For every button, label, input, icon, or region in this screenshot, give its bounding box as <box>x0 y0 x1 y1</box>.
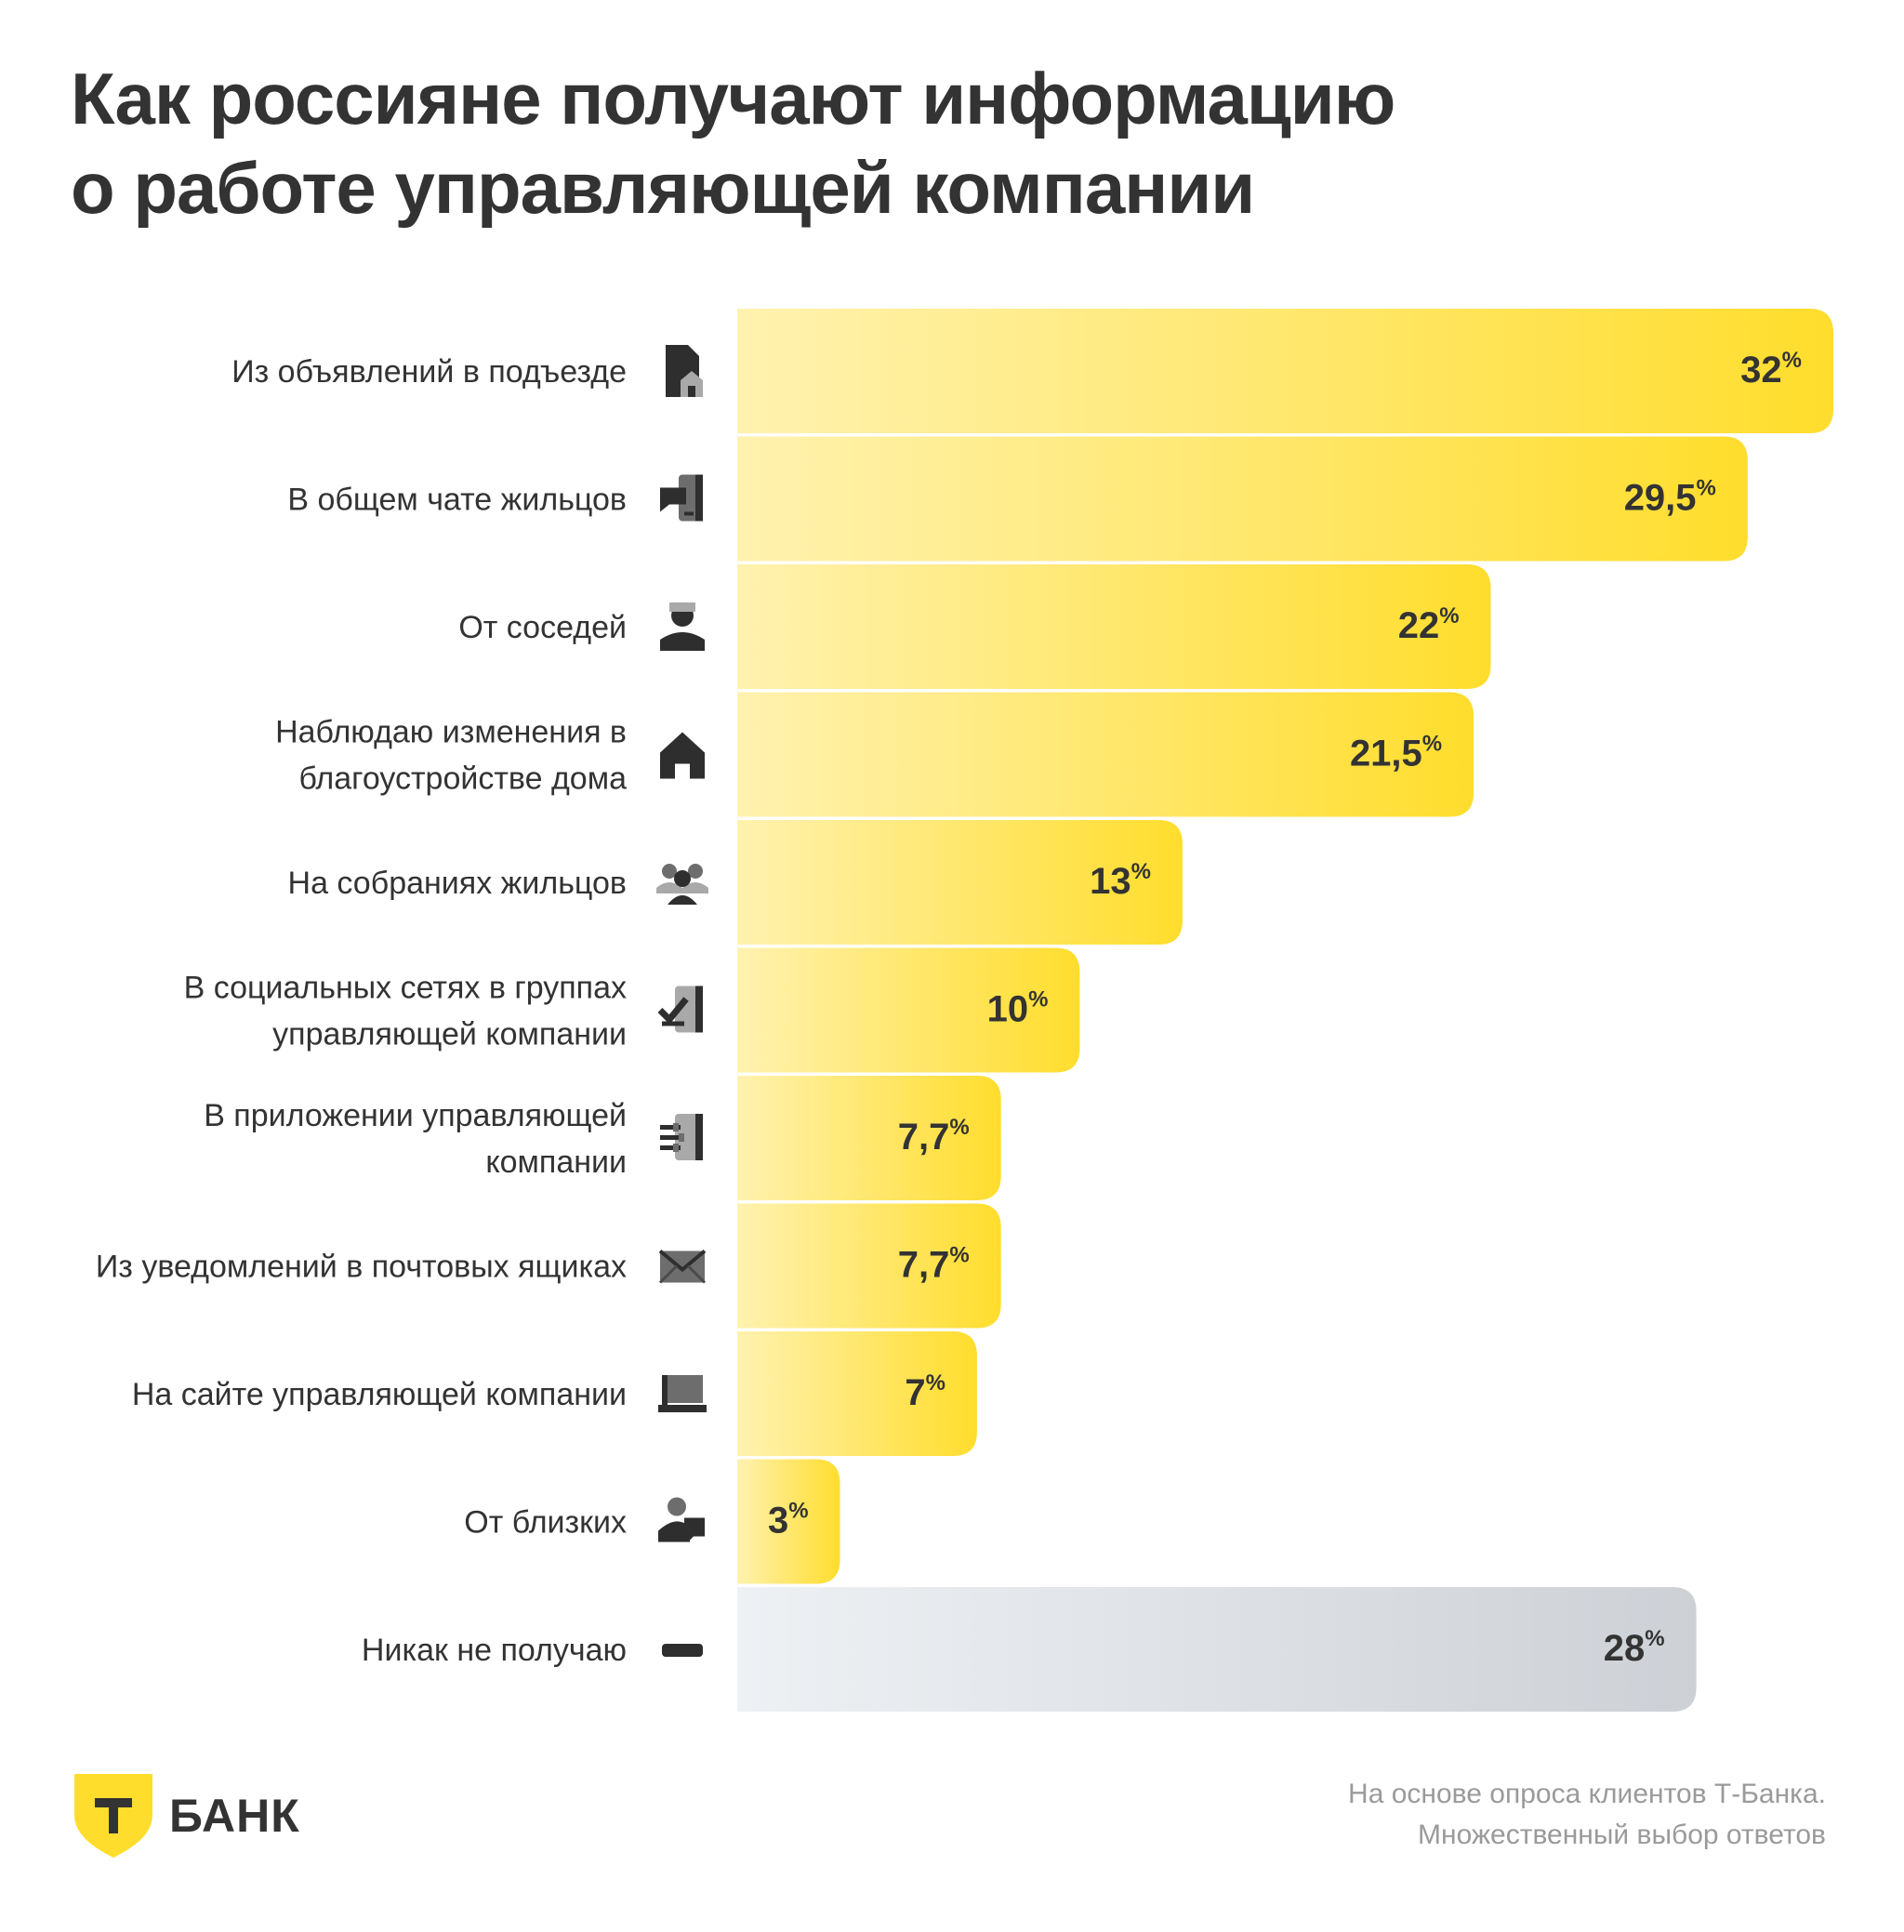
category-label: В социальных сетях в группах управляющей … <box>184 971 627 1052</box>
category-label: Наблюдаю изменения в благоустройстве дома <box>275 715 627 797</box>
value-label: 7,7% <box>898 1115 970 1158</box>
house-icon <box>660 732 705 779</box>
category-label: В общем чате жильцов <box>287 483 627 518</box>
family-icon <box>658 1497 705 1542</box>
bar <box>737 1459 840 1584</box>
category-label: От близких <box>464 1505 627 1541</box>
bar-none <box>737 1587 1697 1712</box>
chart-title: Как россияне получают информацию о работ… <box>71 54 1558 232</box>
mailbox-envelope-icon <box>658 1249 707 1284</box>
bar <box>737 820 1183 945</box>
category-label: Из объявлений в подъезде <box>231 354 627 390</box>
category-label: На собраниях жильцов <box>288 866 627 901</box>
bar <box>737 436 1748 562</box>
meeting-icon <box>656 864 708 905</box>
none-dash-icon <box>662 1644 703 1657</box>
category-label: От соседей <box>458 610 627 645</box>
category-label: На сайте управляющей компании <box>132 1377 627 1412</box>
bar <box>737 692 1474 817</box>
category-label: Никак не получаю <box>362 1633 627 1668</box>
app-icon <box>660 1114 703 1160</box>
bar-chart: Из объявлений в подъезде В общем чате жил… <box>96 309 1833 1712</box>
bar <box>737 1331 977 1456</box>
value-label: 32% <box>1740 348 1802 390</box>
laptop-icon <box>658 1375 707 1412</box>
chat-phone-icon <box>660 474 703 522</box>
chart-title-line-2: о работе управляющей компании <box>71 147 1255 229</box>
category-label: Из уведомлений в почтовых ящиках <box>96 1250 627 1285</box>
tbank-logo: БАНК <box>74 1774 300 1858</box>
bar <box>737 1203 1001 1329</box>
bar <box>737 309 1833 433</box>
logo-text: БАНК <box>169 1790 300 1842</box>
footnote-line-2: Множественный выбор ответов <box>1418 1820 1826 1850</box>
footnote-line-1: На основе опроса клиентов Т-Банка. <box>1348 1779 1826 1809</box>
tbank-shield-icon <box>74 1774 152 1858</box>
category-label: В приложении управляющей компании <box>204 1098 627 1180</box>
bar <box>737 564 1491 689</box>
entrance-notice-icon <box>666 345 703 397</box>
footnote: На основе опроса клиентов Т-Банка. Множе… <box>1082 1774 1826 1856</box>
bar <box>737 947 1080 1073</box>
chart-title-line-1: Как россияне получают информацию <box>71 58 1395 139</box>
neighbors-icon <box>660 602 705 651</box>
social-network-icon <box>657 986 703 1033</box>
bar <box>737 1076 1001 1200</box>
